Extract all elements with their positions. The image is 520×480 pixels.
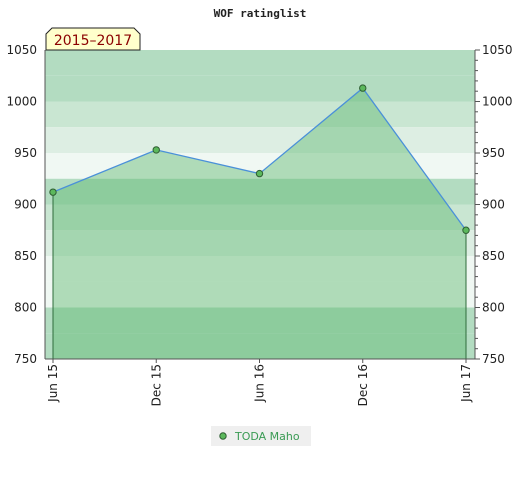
x-tick-label: Jun 17 (459, 364, 473, 403)
markers (49, 84, 470, 234)
series-area (53, 88, 466, 360)
data-point[interactable] (152, 146, 160, 154)
y-tick-label-left: 850 (14, 249, 37, 263)
data-point[interactable] (359, 84, 367, 92)
grid-band (45, 204, 475, 231)
grid-band (45, 50, 475, 76)
legend[interactable]: TODA Maho (211, 426, 311, 446)
x-axis-ticks: Jun 15 Dec 15 Jun 16 Dec 16 Jun 17 (46, 359, 473, 406)
y-tick-label-left: 1050 (6, 43, 37, 57)
legend-marker-icon (219, 432, 227, 440)
chart-title: WOF ratinglist (214, 7, 307, 20)
y-tick-label-right: 800 (482, 301, 505, 315)
legend-box (211, 426, 311, 446)
x-tick-label: Dec 15 (149, 364, 163, 406)
data-point[interactable] (255, 169, 264, 178)
x-tick-label: Dec 16 (356, 364, 370, 406)
grid-band (45, 178, 475, 205)
grid-band (45, 101, 475, 128)
y-tick-label-right: 1000 (482, 95, 513, 109)
grid-band (45, 333, 475, 359)
period-badge: 2015–2017 (45, 27, 141, 51)
legend-label: TODA Maho (234, 430, 300, 443)
y-tick-label-left: 750 (14, 352, 37, 366)
grid-band (45, 230, 475, 256)
y-tick-label-right: 750 (482, 352, 505, 366)
right-axis-ticks: 750 800 850 900 950 1000 1050 (475, 43, 513, 366)
x-tick-label: Jun 15 (46, 364, 60, 403)
y-tick-label-right: 850 (482, 249, 505, 263)
y-tick-label-right: 900 (482, 198, 505, 212)
grid-band (45, 127, 475, 153)
y-tick-label-left: 900 (14, 198, 37, 212)
grid-band (45, 307, 475, 334)
left-axis-ticks: 750 800 850 900 950 1000 1050 (6, 43, 37, 366)
data-point[interactable] (462, 226, 470, 234)
y-tick-label-right: 1050 (482, 43, 513, 57)
y-tick-label-right: 950 (482, 146, 505, 160)
x-tick-label: Jun 16 (253, 364, 267, 403)
grid-band (45, 256, 475, 282)
y-tick-label-left: 1000 (6, 95, 37, 109)
y-tick-label-left: 950 (14, 146, 37, 160)
period-badge-label: 2015–2017 (54, 33, 132, 49)
grid-band (45, 75, 475, 102)
y-tick-label-left: 800 (14, 301, 37, 315)
data-point[interactable] (49, 188, 57, 196)
grid-band (45, 281, 475, 308)
